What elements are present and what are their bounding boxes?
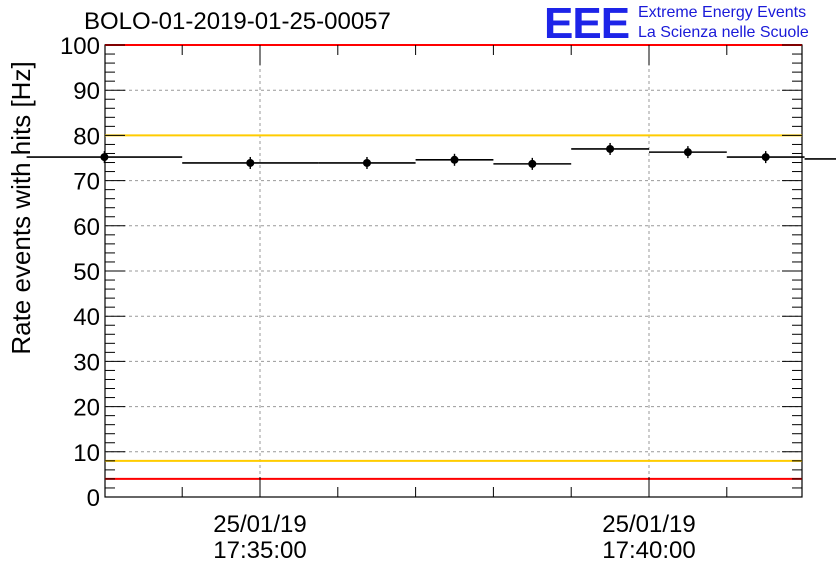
plot-title: BOLO-01-2019-01-25-00057 (84, 8, 391, 35)
y-tick-label: 40 (73, 304, 100, 331)
x-tick-label-time: 17:35:00 (213, 537, 306, 564)
y-tick-label: 10 (73, 440, 100, 467)
y-tick-label: 70 (73, 169, 100, 196)
data-point (528, 159, 537, 168)
y-axis-label: Rate events with hits [Hz] (6, 61, 36, 354)
logo-subtitle-line2: La Scienza nelle Scuole (638, 24, 809, 41)
eee-logo-mark: EEE (544, 0, 630, 48)
data-point (100, 153, 109, 162)
data-series (26, 142, 836, 170)
y-tick-label: 30 (73, 349, 100, 376)
logo-subtitle-line1: Extreme Energy Events (638, 4, 807, 21)
x-tick-label-date: 25/01/19 (213, 511, 306, 538)
grid (105, 45, 802, 497)
reference-lines (105, 44, 802, 480)
y-tick-label: 80 (73, 123, 100, 150)
tick-labels: 010203040506070809010025/01/1917:35:0025… (60, 33, 696, 564)
x-tick-label-date: 25/01/19 (602, 511, 695, 538)
y-tick-label: 90 (73, 78, 100, 105)
data-point (246, 158, 255, 167)
data-point (606, 144, 615, 153)
y-tick-label: 0 (87, 485, 100, 512)
data-point (761, 153, 770, 162)
y-tick-label: 20 (73, 395, 100, 422)
axis-ticks (105, 44, 802, 498)
data-point (362, 158, 371, 167)
y-tick-label: 50 (73, 259, 100, 286)
y-tick-label: 100 (60, 33, 100, 60)
y-tick-label: 60 (73, 214, 100, 241)
data-point (683, 148, 692, 157)
x-tick-label-time: 17:40:00 (602, 537, 695, 564)
data-point (450, 155, 459, 164)
